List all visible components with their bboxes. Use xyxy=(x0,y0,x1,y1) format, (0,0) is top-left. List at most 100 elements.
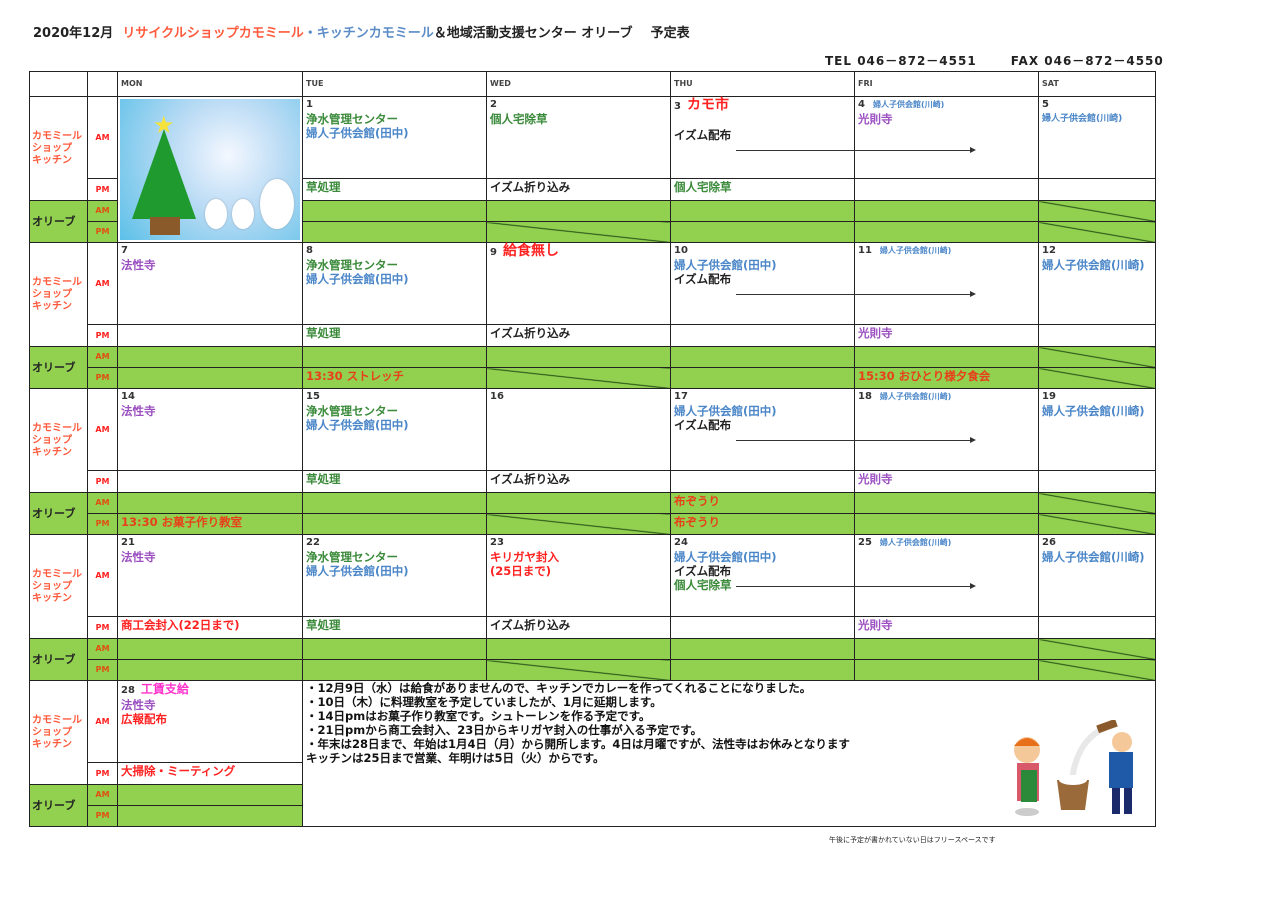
snowman-icon xyxy=(260,179,294,229)
am-label: AM xyxy=(87,242,118,325)
olive-cell-pm: 13:30 お菓子作り教室 xyxy=(117,513,303,535)
weekday-header: MON xyxy=(117,71,303,97)
event: 法性寺 xyxy=(121,550,156,564)
event: (25日まで) xyxy=(490,564,552,578)
olive-event: 布ぞうり xyxy=(674,494,720,508)
day-cell-am: 26 婦人子供会館(川崎) xyxy=(1038,534,1156,617)
title-kitchen: キッチンカモミール xyxy=(316,26,434,41)
olive-cell-am xyxy=(670,638,855,660)
day-cell-pm: イズム折り込み xyxy=(486,324,671,347)
snowman-icon xyxy=(232,199,254,229)
olive-cell-pm xyxy=(117,367,303,389)
week-4-row: PM 商工会封入(22日まで) 草処理 イズム折り込み 光則寺 xyxy=(30,616,1156,639)
title-date: 2020年12月 xyxy=(33,26,114,41)
event: イズム折り込み xyxy=(490,326,571,340)
olive-cell-am xyxy=(117,638,303,660)
day-cell-pm xyxy=(117,470,303,493)
week-4-row: PM xyxy=(30,659,1156,681)
day-cell-pm xyxy=(854,178,1039,201)
christmas-image: ★ xyxy=(117,96,303,243)
event: 広報配布 xyxy=(121,712,167,726)
olive-cell-am xyxy=(302,200,487,222)
olive-cell-am xyxy=(117,492,303,514)
olive-cell-am xyxy=(486,200,671,222)
day-cell-am: 15 浄水管理センター 婦人子供会館(田中) xyxy=(302,388,487,471)
pm-label: PM xyxy=(87,367,118,389)
day-cell-am: 11 婦人子供会館(川崎) xyxy=(854,242,1039,325)
tree-icon xyxy=(132,129,196,219)
day-tag: カモ市 xyxy=(686,97,729,113)
day-cell-am: 23 キリガヤ封入 (25日まで) xyxy=(486,534,671,617)
olive-cell-am xyxy=(117,784,303,806)
day-cell-am: 28 工賃支給 法性寺 広報配布 xyxy=(117,680,303,763)
day-cell-am: 4 婦人子供会館(川崎) 光則寺 xyxy=(854,96,1039,179)
week-2-row: PM 草処理 イズム折り込み 光則寺 xyxy=(30,324,1156,347)
olive-cell-am xyxy=(302,346,487,368)
fax: FAX 046－872－4550 xyxy=(1010,54,1164,68)
am-label: AM xyxy=(87,96,118,179)
weekday-header: SAT xyxy=(1038,71,1156,97)
olive-cell-am xyxy=(1038,638,1156,660)
weekday-header: FRI xyxy=(854,71,1039,97)
snowman-icon xyxy=(205,199,227,229)
group-label-text: カモミール ショップ キッチン xyxy=(32,422,82,458)
day-tag: 婦人子供会館(川崎) xyxy=(879,538,952,547)
olive-cell-pm xyxy=(854,659,1039,681)
day-cell-pm: 草処理 xyxy=(302,470,487,493)
day-number: 22 xyxy=(306,537,320,548)
event: 婦人子供会館(田中) xyxy=(674,404,777,418)
olive-cell-pm xyxy=(302,221,487,243)
pot-icon xyxy=(150,217,180,235)
day-cell-pm xyxy=(1038,616,1156,639)
week-2-row: オリーブ AM xyxy=(29,346,1156,389)
pm-label: PM xyxy=(87,470,118,493)
olive-event: 15:30 おひとり様夕食会 xyxy=(858,369,991,383)
event: 光則寺 xyxy=(858,112,893,126)
event: イズム折り込み xyxy=(490,472,571,486)
day-number: 3 カモ市 xyxy=(674,97,729,113)
day-cell-am: 18 婦人子供会館(川崎) xyxy=(854,388,1039,471)
day-cell-am: 9 給食無し xyxy=(486,242,671,325)
day-cell-pm: 商工会封入(22日まで) xyxy=(117,616,303,639)
day-cell-am: 24 婦人子供会館(田中) イズム配布 個人宅除草 xyxy=(670,534,976,617)
week-5-row: カモミール ショップ キッチン AM 28 工賃支給 法性寺 広報配布 ・12月9日（水）は… xyxy=(29,680,1156,827)
day-cell-pm: 草処理 xyxy=(302,324,487,347)
olive-cell-am xyxy=(117,346,303,368)
event: 婦人子供会館(田中) xyxy=(306,418,409,432)
weekday-header: THU xyxy=(670,71,855,97)
pm-label: PM xyxy=(87,659,118,681)
am-label: AM xyxy=(87,534,118,617)
group-label-shop: カモミール ショップ キッチン xyxy=(29,534,88,639)
group-label-olive: オリーブ xyxy=(29,200,88,243)
day-number: 19 xyxy=(1042,391,1056,402)
olive-cell-am xyxy=(486,346,671,368)
note-line: ・21日pmから商工会封入、23日からキリガヤ封入の仕事が入る予定です。 xyxy=(306,723,703,737)
olive-cell-am xyxy=(486,492,671,514)
day-number: 10 xyxy=(674,245,688,256)
day-number: 9 給食無し xyxy=(490,243,559,259)
olive-cell-pm xyxy=(486,659,671,681)
week-5-row: PM xyxy=(30,805,1156,827)
day-tag: 給食無し xyxy=(502,243,559,259)
day-cell-am: 7 法性寺 xyxy=(117,242,303,325)
olive-cell-am xyxy=(854,200,1039,222)
group-label-olive: オリーブ xyxy=(29,346,88,389)
week-3-row: オリーブ AM 布ぞうり xyxy=(29,492,1156,535)
week-3-row: カモミール ショップ キッチン AM 14 法性寺 15 浄水管理センター 婦人子供会館(田… xyxy=(29,388,1156,493)
event: 法性寺 xyxy=(121,404,156,418)
title-schedule: 予定表 xyxy=(650,26,690,41)
day-cell-pm xyxy=(670,470,855,493)
olive-cell-am xyxy=(670,346,855,368)
mochi-pounding-illustration xyxy=(997,718,1147,820)
week-3-row: PM 草処理 イズム折り込み 光則寺 xyxy=(30,470,1156,493)
footnote: 午後に予定が書かれていない日はフリースペースです xyxy=(829,836,996,844)
note-line: ・10日（木）に料理教室を予定していましたが、1月に延期します。 xyxy=(306,695,662,709)
olive-cell-pm xyxy=(670,367,855,389)
week-2-row: PM 13:30 ストレッチ 15:30 おひとり様夕食会 xyxy=(30,367,1156,389)
event-with-arrow: イズム配布 xyxy=(674,564,976,589)
day-cell-pm: 草処理 xyxy=(302,616,487,639)
event: 個人宅除草 xyxy=(674,578,732,592)
am-label: AM xyxy=(87,388,118,471)
olive-cell-pm xyxy=(117,805,303,827)
week-1-row: PM 草処理 イズム折り込み 個人宅除草 xyxy=(30,178,1156,201)
